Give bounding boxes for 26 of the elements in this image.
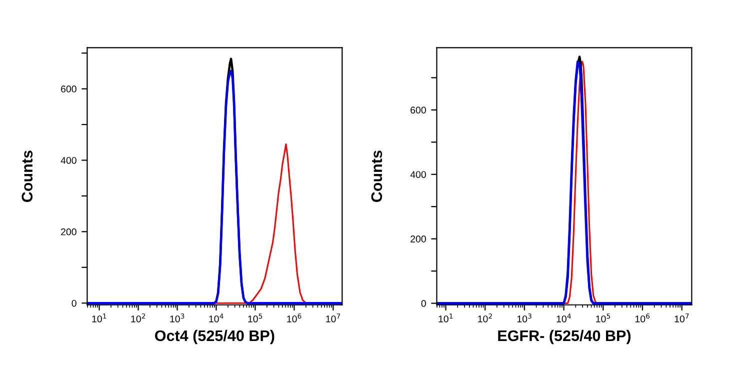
y-axis-title: Counts: [371, 150, 382, 202]
x-tick-label: 10$^{1}$: [438, 314, 453, 322]
x-tick-label: 10$^{6}$: [635, 313, 650, 322]
x-tick-label: 10$^{2}$: [478, 313, 492, 322]
x-tick-label: 10$^{1}$: [92, 314, 106, 322]
x-axis-title: EGFR- (525/40 BP): [498, 330, 631, 344]
y-tick-label: 600: [410, 106, 426, 114]
y-tick-label: 200: [410, 236, 426, 242]
y-tick-label: 200: [61, 228, 76, 236]
x-tick-label: 10$^{3}$: [170, 313, 184, 322]
x-tick-label: 10$^{6}$: [287, 313, 302, 322]
x-tick-label: 10$^{5}$: [596, 314, 610, 322]
y-tick-label: 0: [72, 300, 76, 307]
x-tick-label: 10$^{2}$: [131, 313, 146, 322]
x-tick-label: 10$^{4}$: [556, 314, 571, 322]
y-tick-label: 400: [60, 156, 76, 164]
x-tick-label: 10$^{4}$: [209, 314, 224, 322]
x-tick-label: 10$^{3}$: [517, 313, 532, 322]
x-axis-title: Oct4 (525/40 BP): [155, 330, 274, 344]
y-tick-label: 400: [410, 171, 426, 178]
y-tick-label: 600: [61, 86, 76, 92]
x-tick-label: 10$^{5}$: [248, 314, 262, 322]
x-tick-label: 10$^{7}$: [674, 314, 689, 322]
y-tick-label: 0: [421, 300, 426, 307]
y-axis-title: Counts: [22, 150, 33, 202]
x-tick-label: 10$^{7}$: [326, 314, 340, 322]
